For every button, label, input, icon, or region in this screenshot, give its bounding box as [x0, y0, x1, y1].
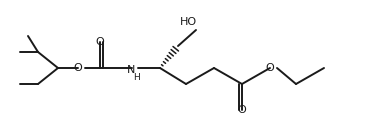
Text: O: O: [266, 63, 274, 73]
Text: O: O: [237, 105, 246, 115]
Text: O: O: [74, 63, 82, 73]
Text: HO: HO: [179, 17, 197, 27]
Text: N: N: [127, 65, 135, 75]
Text: O: O: [95, 37, 104, 47]
Text: H: H: [133, 74, 140, 83]
